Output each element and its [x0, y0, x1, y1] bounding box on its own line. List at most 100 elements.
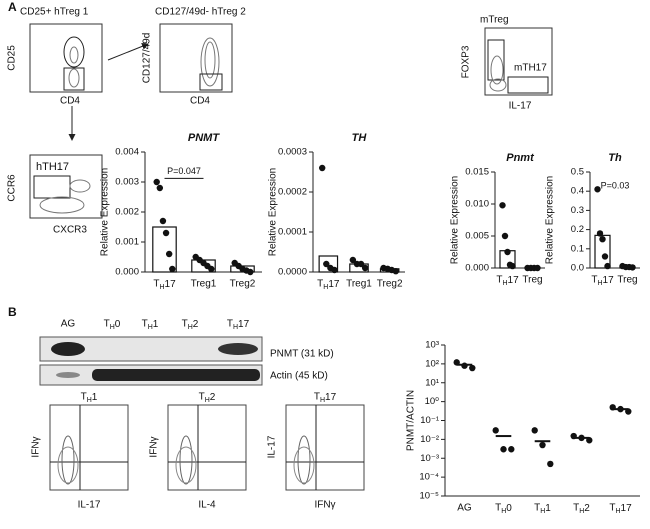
y-tick-label: 0.003 — [115, 177, 139, 188]
lane-label: AG — [61, 319, 76, 330]
data-point — [534, 264, 541, 272]
chart-title: PNMT — [188, 132, 220, 144]
plot-title: TH17 — [314, 392, 337, 404]
panel-label: B — [8, 305, 17, 319]
plot-title: TH2 — [199, 392, 216, 404]
data-point — [617, 405, 624, 413]
data-point — [625, 408, 632, 415]
data-point — [357, 260, 365, 268]
x-tick-label: TH2 — [573, 503, 590, 515]
gate-label: hTH17 — [36, 161, 69, 173]
flow-plot — [159, 23, 233, 93]
gate-label: mTH17 — [514, 63, 547, 74]
y-tick-label: 0.0003 — [278, 147, 307, 158]
axis-label: IL-17 — [509, 101, 532, 112]
axis-label: IL-17 — [78, 500, 101, 511]
x-tick-label: Treg — [522, 275, 542, 286]
chart-title: Th — [608, 152, 622, 164]
y-axis-label: Relative Expression — [268, 168, 279, 256]
axis-label: IFNγ — [149, 436, 160, 457]
arrow — [107, 42, 149, 61]
y-tick-label: 0.0 — [571, 263, 584, 274]
annotation: P=0.047 — [167, 166, 201, 176]
data-point — [604, 262, 611, 270]
y-tick-label: 0.0001 — [278, 227, 307, 238]
data-point — [500, 446, 507, 453]
data-point — [492, 427, 499, 434]
data-point — [594, 186, 601, 193]
axis-label: IL-4 — [198, 500, 216, 511]
data-point — [247, 268, 254, 276]
data-point — [453, 359, 460, 366]
y-tick-label: 0.015 — [465, 167, 489, 178]
data-point — [586, 437, 593, 444]
data-point — [331, 266, 338, 274]
axis-label: CCR6 — [7, 174, 18, 202]
data-point — [601, 253, 609, 260]
y-tick-label: 10² — [425, 358, 439, 369]
y-axis-label: Relative Expression — [545, 176, 556, 264]
blot-label: PNMT (31 kD) — [270, 349, 334, 360]
flow-plot — [484, 27, 553, 96]
gate-label: mTreg — [480, 15, 509, 26]
x-tick-label: TH17 — [591, 275, 614, 287]
x-tick-label: TH17 — [317, 279, 340, 291]
y-tick-label: 10⁻¹ — [420, 415, 439, 426]
data-point — [570, 432, 577, 440]
data-point — [169, 265, 176, 273]
x-tick-label: AG — [457, 503, 472, 514]
data-point — [349, 256, 357, 264]
y-axis-label: PNMT/ACTIN — [406, 390, 417, 451]
y-tick-label: 0.2 — [571, 224, 584, 235]
data-point — [319, 164, 326, 172]
axis-label: IL-17 — [267, 435, 278, 458]
flow-plot — [29, 23, 103, 93]
y-tick-label: 10⁻³ — [420, 453, 439, 464]
data-point — [596, 230, 604, 237]
x-tick-label: TH1 — [534, 503, 551, 515]
y-tick-label: 0.002 — [115, 207, 139, 218]
data-point — [469, 364, 476, 372]
y-tick-label: 0.000 — [465, 263, 489, 274]
lane-label: TH0 — [104, 319, 121, 331]
chart-title: TH — [352, 132, 368, 144]
lane-label: TH2 — [182, 319, 199, 331]
data-point — [323, 260, 330, 268]
y-tick-label: 0.0000 — [278, 267, 307, 278]
contour — [61, 435, 75, 485]
x-tick-label: Treg2 — [377, 279, 403, 290]
x-tick-label: Treg2 — [230, 279, 256, 290]
plot-title: CD127/49d- hTreg 2 — [155, 7, 246, 18]
y-tick-label: 10³ — [425, 340, 439, 351]
y-axis-label: Relative Expression — [100, 168, 111, 256]
y-tick-label: 0.010 — [465, 199, 489, 210]
y-tick-label: 0.004 — [115, 147, 139, 158]
x-tick-label: Treg1 — [346, 279, 372, 290]
bar — [318, 255, 339, 273]
contour — [179, 435, 193, 485]
plot-title: CD25+ hTreg 1 — [20, 7, 89, 18]
data-point — [504, 248, 511, 256]
lane-label: TH17 — [227, 319, 250, 331]
x-tick-label: Treg1 — [191, 279, 217, 290]
axis-label: CD127/49d — [142, 33, 153, 84]
contour — [297, 435, 311, 485]
data-point — [499, 202, 506, 209]
data-point — [361, 264, 369, 272]
data-point — [599, 236, 606, 243]
contour — [57, 446, 79, 484]
y-tick-label: 0.1 — [571, 243, 584, 254]
chart-title: Pnmt — [506, 152, 535, 164]
data-point — [508, 446, 515, 453]
axis-label: CD25 — [7, 45, 18, 71]
data-point — [156, 184, 164, 192]
axis-label: IFNγ — [314, 500, 335, 511]
data-point — [531, 427, 538, 434]
data-point — [509, 262, 516, 270]
data-point — [208, 265, 215, 273]
contour — [175, 446, 197, 484]
annotation: P=0.03 — [601, 180, 630, 190]
y-tick-label: 10⁰ — [425, 396, 440, 407]
data-point — [392, 268, 399, 275]
